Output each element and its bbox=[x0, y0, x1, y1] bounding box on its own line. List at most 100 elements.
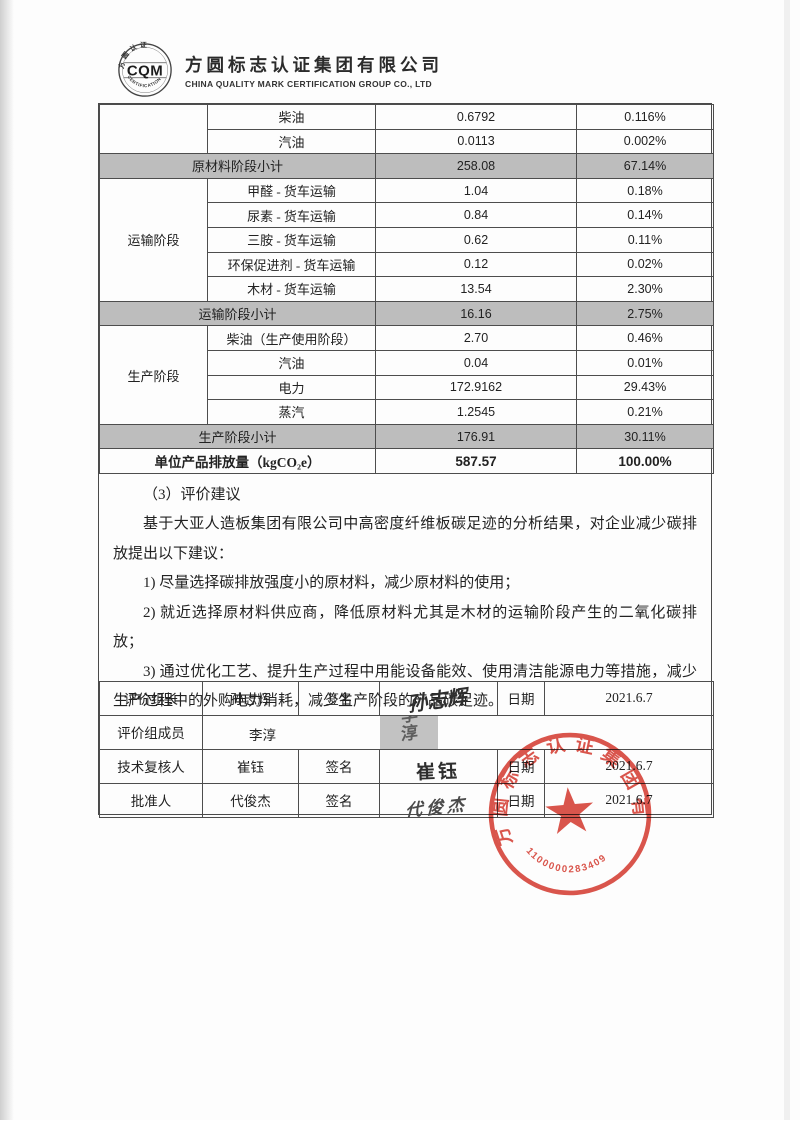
company-name-block: 方圆标志认证集团有限公司 CHINA QUALITY MARK CERTIFIC… bbox=[185, 52, 443, 89]
value-cell: 0.0113 bbox=[375, 128, 577, 155]
percent-cell: 0.14% bbox=[576, 202, 714, 228]
value-cell: 0.04 bbox=[375, 349, 577, 376]
category-cell-empty bbox=[99, 103, 208, 155]
evaluation-section: （3）评价建议 基于大亚人造板集团有限公司中高密度纤维板碳足迹的分析结果，对企业… bbox=[99, 474, 711, 710]
table-row: 三胺 - 货车运输 0.62 0.11% bbox=[100, 226, 714, 253]
subtotal-row-production: 生产阶段小计 176.91 30.11% bbox=[99, 423, 714, 450]
date-label-cell: 日期 bbox=[497, 782, 545, 818]
signature-cell: 崔钰 bbox=[379, 748, 498, 784]
value-cell: 0.84 bbox=[375, 202, 577, 228]
value-cell: 13.54 bbox=[375, 276, 577, 302]
logo-cqm-text: CQM bbox=[127, 62, 163, 79]
item-cell: 汽油 bbox=[207, 128, 376, 155]
percent-cell: 0.01% bbox=[576, 349, 714, 376]
total-value: 587.57 bbox=[375, 448, 577, 474]
percent-cell: 0.002% bbox=[576, 128, 714, 155]
value-cell: 2.70 bbox=[375, 325, 577, 351]
total-label: 单位产品排放量（kgCO₂e） bbox=[99, 448, 376, 474]
total-percent: 100.00% bbox=[576, 448, 714, 474]
percent-cell: 29.43% bbox=[576, 374, 714, 401]
percent-cell: 0.46% bbox=[576, 325, 714, 351]
category-cell-transport: 运输阶段 bbox=[99, 177, 208, 302]
table-row: 尿素 - 货车运输 0.84 0.14% bbox=[100, 202, 714, 228]
percent-cell: 0.02% bbox=[576, 251, 714, 278]
date-label-cell: 日期 bbox=[497, 680, 545, 716]
page-edge-bottom bbox=[0, 1120, 800, 1131]
name-cell: 李淳 bbox=[249, 727, 276, 743]
name-cell: 崔钰 bbox=[202, 748, 299, 784]
value-cell: 16.16 bbox=[375, 300, 577, 327]
percent-cell: 67.14% bbox=[576, 153, 714, 179]
handwritten-signature: 李 淳 bbox=[400, 716, 418, 745]
evaluation-item: 1) 尽量选择碳排放强度小的原材料，减少原材料的使用； bbox=[143, 575, 520, 592]
value-cell: 1.04 bbox=[375, 177, 577, 204]
table-row: 木材 - 货车运输 13.54 2.30% bbox=[100, 276, 714, 302]
signature-table: 评价组长 孙志辉 签名 孙志辉 日期 2021.6.7 评价组成员 李淳 李 淳 bbox=[99, 680, 714, 818]
company-name-en: CHINA QUALITY MARK CERTIFICATION GROUP C… bbox=[185, 78, 432, 89]
item-cell: 电力 bbox=[207, 374, 376, 401]
role-cell: 批准人 bbox=[99, 782, 203, 818]
table-row: 柴油 0.6792 0.116% bbox=[99, 103, 714, 155]
signature-row-leader: 评价组长 孙志辉 签名 孙志辉 日期 2021.6.7 bbox=[99, 680, 714, 716]
table-row: 电力 172.9162 29.43% bbox=[100, 374, 714, 401]
date-cell: 2021.6.7 bbox=[544, 782, 714, 818]
value-cell: 1.2545 bbox=[375, 399, 577, 425]
percent-cell: 0.116% bbox=[576, 104, 714, 130]
signature-row-reviewer: 技术复核人 崔钰 签名 崔钰 日期 2021.6.7 bbox=[99, 748, 714, 784]
handwritten-signature: 代俊杰 bbox=[403, 794, 473, 818]
evaluation-item: 3) 通过优化工艺、提升生产过程中用能设备能效、使用清洁能源电力等措施，减少生产… bbox=[113, 663, 697, 710]
item-cell: 环保促进剂 - 货车运输 bbox=[207, 251, 376, 278]
item-cell: 柴油（生产使用阶段） bbox=[207, 325, 376, 351]
percent-cell: 0.21% bbox=[576, 399, 714, 425]
signature-cell: 代俊杰 bbox=[379, 782, 498, 818]
item-cell: 汽油 bbox=[207, 349, 376, 376]
svg-text:1100000283409: 1100000283409 bbox=[523, 839, 610, 879]
evaluation-item: 2) 就近选择原材料供应商，降低原材料尤其是木材的运输阶段产生的二氧化碳排放； bbox=[113, 604, 697, 651]
sign-label-cell: 签名 bbox=[298, 782, 380, 818]
subtotal-label: 原材料阶段小计 bbox=[99, 153, 376, 179]
date-label-cell: 日期 bbox=[497, 748, 545, 784]
role-cell: 技术复核人 bbox=[99, 748, 203, 784]
value-cell: 176.91 bbox=[375, 423, 577, 450]
subtotal-label: 运输阶段小计 bbox=[99, 300, 376, 327]
sign-label-cell: 签名 bbox=[298, 748, 380, 784]
name-cell: 代俊杰 bbox=[202, 782, 299, 818]
signature-scan-patch: 李 淳 bbox=[380, 716, 438, 749]
total-row: 单位产品排放量（kgCO₂e） 587.57 100.00% bbox=[99, 448, 714, 474]
table-row: 汽油 0.04 0.01% bbox=[100, 349, 714, 376]
category-cell-production: 生产阶段 bbox=[99, 325, 208, 425]
table-row: 生产阶段 柴油（生产使用阶段） 2.70 0.46% bbox=[99, 325, 714, 425]
subtotal-row-transport: 运输阶段小计 16.16 2.75% bbox=[99, 300, 714, 327]
content-box: 柴油 0.6792 0.116% 汽油 0.0113 0.002% 原材料阶段小… bbox=[98, 103, 714, 818]
table-row: 运输阶段 甲醛 - 货车运输 1.04 0.18% bbox=[99, 177, 714, 302]
role-cell: 评价组成员 bbox=[99, 714, 203, 750]
value-cell: 0.6792 bbox=[375, 104, 577, 130]
handwritten-signature: 孙志辉 bbox=[407, 685, 470, 716]
value-cell: 0.12 bbox=[375, 251, 577, 278]
percent-cell: 2.75% bbox=[576, 300, 714, 327]
page-edge-shadow-right bbox=[784, 0, 790, 1120]
item-cell: 蒸汽 bbox=[207, 399, 376, 425]
date-cell: 2021.6.7 bbox=[544, 748, 714, 784]
handwritten-signature: 崔钰 bbox=[416, 761, 461, 784]
value-cell: 0.62 bbox=[375, 226, 577, 253]
company-name-cn: 方圆标志认证集团有限公司 bbox=[185, 54, 443, 75]
value-cell: 172.9162 bbox=[375, 374, 577, 401]
item-cell: 柴油 bbox=[207, 104, 376, 130]
item-cell: 木材 - 货车运输 bbox=[207, 276, 376, 302]
table-row: 汽油 0.0113 0.002% bbox=[100, 128, 714, 155]
section-heading: （3）评价建议 bbox=[143, 486, 241, 503]
signature-row-member: 评价组成员 李淳 李 淳 bbox=[99, 714, 714, 750]
evaluation-intro: 基于大亚人造板集团有限公司中高密度纤维板碳足迹的分析结果，对企业减少碳排放提出以… bbox=[113, 516, 697, 562]
item-cell: 甲醛 - 货车运输 bbox=[207, 177, 376, 204]
percent-cell: 0.18% bbox=[576, 177, 714, 204]
subtotal-row-raw-material: 原材料阶段小计 258.08 67.14% bbox=[99, 153, 714, 179]
subtotal-label: 生产阶段小计 bbox=[99, 423, 376, 450]
stamp-number-text: 1100000283409 bbox=[523, 839, 610, 879]
item-cell: 三胺 - 货车运输 bbox=[207, 226, 376, 253]
value-cell: 258.08 bbox=[375, 153, 577, 179]
member-merged-cell: 李淳 李 淳 bbox=[202, 714, 714, 750]
percent-cell: 30.11% bbox=[576, 423, 714, 450]
percent-cell: 2.30% bbox=[576, 276, 714, 302]
